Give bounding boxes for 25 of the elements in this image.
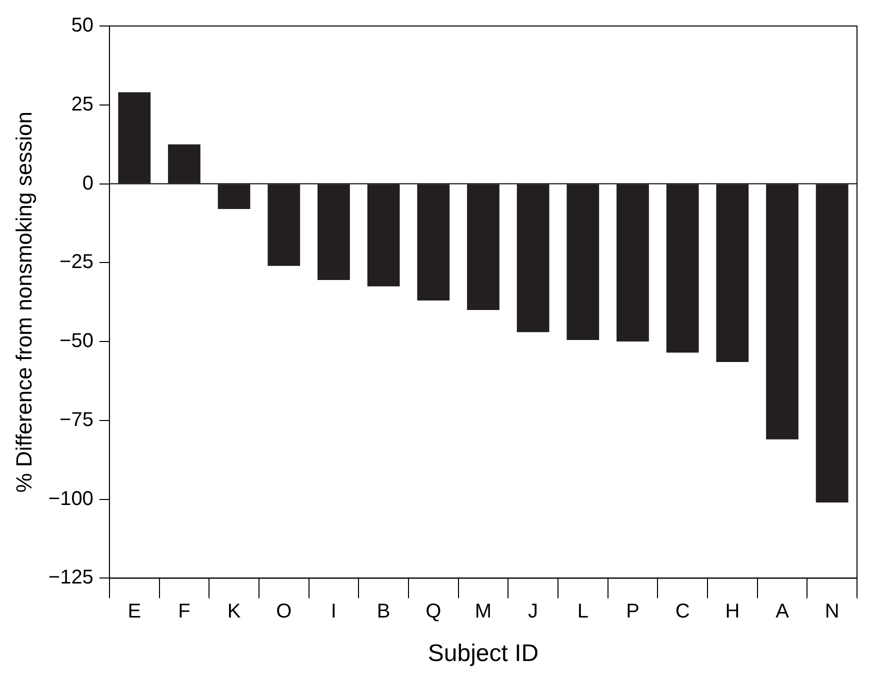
x-tick-label: N	[824, 600, 840, 623]
y-tick-label: −50	[60, 330, 94, 352]
x-axis-title: Subject ID	[428, 640, 539, 668]
y-tick-label: −100	[48, 488, 94, 510]
x-tick-label: E	[128, 600, 142, 623]
x-tick-label: M	[474, 600, 492, 623]
x-tick-label: A	[776, 600, 790, 623]
x-tick-label: O	[276, 600, 292, 623]
y-tick-label: 50	[71, 14, 94, 37]
x-tick-label: H	[725, 600, 740, 623]
x-tick-label: L	[577, 600, 588, 623]
x-tick-label: K	[227, 600, 242, 623]
y-tick-label: −75	[60, 408, 94, 431]
x-tick-label: C	[675, 600, 690, 623]
y-tick-label: −25	[60, 251, 94, 274]
x-tick-label: J	[528, 600, 538, 623]
x-tick-label: Q	[426, 600, 442, 623]
y-tick-label: 25	[71, 93, 94, 116]
y-tick-label: 0	[82, 172, 94, 194]
x-tick-label: P	[626, 600, 640, 623]
y-axis-title: % Difference from nonsmoking session	[11, 112, 36, 493]
x-tick-label: B	[376, 600, 390, 623]
y-tick-label: −125	[48, 566, 94, 589]
x-tick-label: F	[178, 600, 190, 623]
x-tick-label: I	[330, 600, 336, 623]
